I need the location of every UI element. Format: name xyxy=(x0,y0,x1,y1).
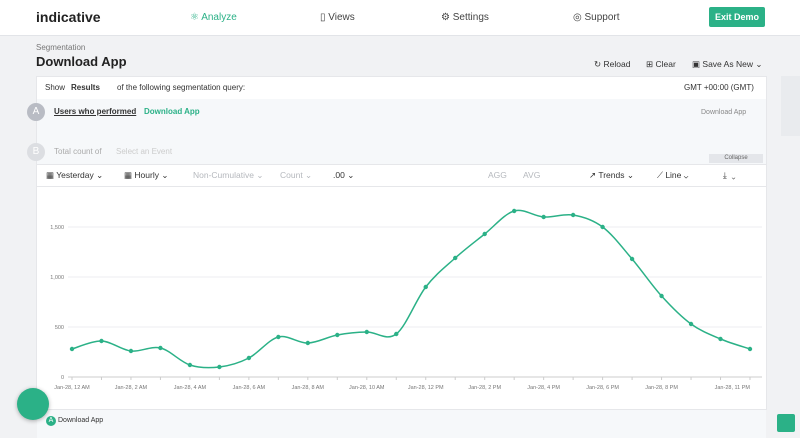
avg-button[interactable]: AVG xyxy=(523,170,541,180)
x-tick-label: Jan-28, 12 PM xyxy=(408,385,444,391)
show-label: Show xyxy=(45,83,66,92)
reload-button[interactable]: ↻ Reload xyxy=(594,59,631,69)
data-point xyxy=(541,214,546,220)
collapse-button[interactable]: Collapse xyxy=(709,154,763,163)
data-point xyxy=(128,348,134,354)
side-tools[interactable] xyxy=(781,76,800,136)
exit-demo-button[interactable]: Exit Demo xyxy=(709,7,765,27)
cumulative-dropdown[interactable]: Non-Cumulative ⌄ xyxy=(193,170,264,180)
line-dropdown[interactable]: ⟋ Line ⌄ xyxy=(657,170,689,180)
data-point xyxy=(305,340,311,346)
x-tick-label: Jan-28, 8 AM xyxy=(292,385,325,391)
data-point xyxy=(423,284,428,290)
toolbar-label: Yesterday xyxy=(56,170,94,180)
action-label: Reload xyxy=(603,59,631,69)
mode-dropdown[interactable]: Results xyxy=(71,83,100,92)
timezone[interactable]: GMT +00:00 (GMT) xyxy=(684,83,754,92)
data-point xyxy=(511,208,517,214)
y-tick-label: 500 xyxy=(55,325,64,331)
data-point xyxy=(659,293,664,299)
data-point xyxy=(718,336,723,342)
data-point xyxy=(570,212,576,218)
nav-views[interactable]: ▯ Views xyxy=(320,12,355,23)
y-tick-label: 1,000 xyxy=(50,275,64,281)
data-point xyxy=(629,256,635,262)
toolbar-label: .00 xyxy=(333,170,345,180)
page-title: Download App xyxy=(36,54,127,69)
a-right: Download App xyxy=(701,109,747,116)
data-point xyxy=(600,224,605,230)
data-point xyxy=(688,321,694,327)
nav-label: Settings xyxy=(452,12,489,23)
x-tick-label: Jan-28, 2 AM xyxy=(115,385,148,391)
data-point xyxy=(99,338,104,344)
x-tick-label: Jan-28, 10 AM xyxy=(349,385,385,391)
agg-button[interactable]: AGG xyxy=(488,170,507,180)
data-point xyxy=(246,355,252,361)
decimal-dropdown[interactable]: .00 ⌄ xyxy=(333,170,355,180)
toolbar xyxy=(37,164,766,187)
save-button[interactable]: ▣ Save As New ⌄ xyxy=(692,59,763,69)
x-tick-label: Jan-28, 6 AM xyxy=(233,385,266,391)
data-point xyxy=(482,231,487,237)
x-tick-label: Jan-28, 11 PM xyxy=(715,385,751,391)
nav-support[interactable]: ◎ Support xyxy=(573,12,620,23)
nav-label: Analyze xyxy=(201,12,237,23)
nav-label: Views xyxy=(328,12,355,23)
x-tick-label: Jan-28, 2 PM xyxy=(468,385,501,391)
trends-dropdown[interactable]: ↗ Trends ⌄ xyxy=(589,170,634,180)
data-point xyxy=(158,345,163,351)
data-point xyxy=(217,364,222,370)
legend-badge: A xyxy=(46,416,56,426)
query-area xyxy=(37,99,766,165)
action-label: Clear xyxy=(655,59,676,69)
a-label[interactable]: Users who performed xyxy=(54,107,137,116)
toolbar-label: Trends xyxy=(598,170,625,180)
logo[interactable]: indicative xyxy=(36,9,101,25)
data-point xyxy=(187,362,193,368)
toolbar-label: Non-Cumulative xyxy=(193,170,254,180)
data-point xyxy=(453,255,458,261)
legend-label[interactable]: Download App xyxy=(58,417,104,424)
help-button[interactable] xyxy=(17,388,49,420)
scroll-top-button[interactable] xyxy=(777,414,795,432)
y-tick-label: 1,500 xyxy=(50,225,64,231)
data-point xyxy=(335,332,340,338)
badge-b: B xyxy=(27,143,45,161)
series-line xyxy=(71,209,751,369)
x-tick-label: Jan-28, 12 AM xyxy=(54,385,90,391)
action-label: Save As New xyxy=(702,59,753,69)
x-tick-label: Jan-28, 8 PM xyxy=(645,385,678,391)
query-suffix: of the following segmentation query: xyxy=(117,83,246,92)
breadcrumb[interactable]: Segmentation xyxy=(36,43,86,52)
top-nav: indicative ⚛ Analyze ▯ Views ⚙ Settings … xyxy=(0,0,800,36)
badge-a: A xyxy=(27,103,45,121)
toolbar-label: Line xyxy=(665,170,682,180)
nav-settings[interactable]: ⚙ Settings xyxy=(441,12,489,23)
b-event[interactable]: Select an Event xyxy=(116,147,173,156)
data-point xyxy=(747,346,753,352)
data-point xyxy=(394,331,399,337)
nav-label: Support xyxy=(584,12,620,23)
toolbar-label: Count xyxy=(280,170,303,180)
nav-analyze[interactable]: ⚛ Analyze xyxy=(190,12,237,23)
interval-dropdown[interactable]: ▦ Hourly ⌄ xyxy=(124,170,169,180)
y-tick-label: 0 xyxy=(61,375,64,381)
x-tick-label: Jan-28, 4 AM xyxy=(174,385,207,391)
date-dropdown[interactable]: ▦ Yesterday ⌄ xyxy=(46,170,104,180)
download-dropdown[interactable]: ⤓ ⌄ xyxy=(723,170,736,180)
data-point xyxy=(276,334,281,340)
b-label: Total count of xyxy=(54,147,102,156)
a-event[interactable]: Download App xyxy=(144,107,200,116)
data-point xyxy=(364,329,369,335)
legend-bar xyxy=(37,410,766,438)
toolbar-label: Hourly xyxy=(134,170,159,180)
x-tick-label: Jan-28, 4 PM xyxy=(527,385,560,391)
x-tick-label: Jan-28, 6 PM xyxy=(586,385,619,391)
clear-button[interactable]: ⊞ Clear xyxy=(646,59,676,69)
count-dropdown[interactable]: Count ⌄ xyxy=(280,170,313,180)
data-point xyxy=(69,346,75,352)
